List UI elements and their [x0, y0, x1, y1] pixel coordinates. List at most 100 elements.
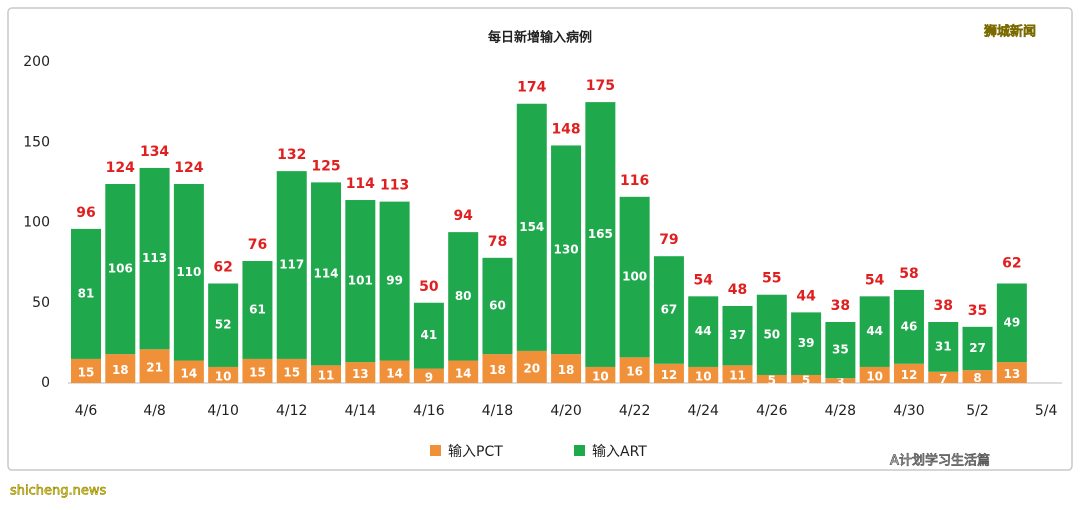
segment-label: 80 [455, 289, 472, 303]
x-tick-label: 4/16 [413, 403, 445, 419]
bar-segment [619, 196, 650, 358]
bar-segment [962, 326, 993, 371]
bar-segment [859, 296, 890, 367]
total-label: 116 [620, 173, 649, 189]
bar-segment [173, 360, 204, 383]
segment-label: 44 [866, 324, 883, 338]
segment-label: 7 [939, 372, 947, 386]
bar-segment [71, 358, 101, 383]
bar-segment [928, 322, 959, 372]
bar-segment [242, 358, 273, 383]
bar-segment [139, 167, 170, 350]
segment-label: 16 [626, 365, 643, 379]
total-label: 76 [248, 237, 267, 253]
bar-segment [71, 228, 101, 359]
y-tick-label: 150 [23, 134, 50, 150]
x-tick-label: 4/18 [482, 403, 513, 419]
segment-label: 41 [421, 328, 438, 342]
segment-label: 67 [661, 302, 678, 316]
total-label: 94 [453, 208, 473, 224]
bar-segment [379, 201, 410, 361]
total-label: 35 [968, 303, 987, 319]
bar-segment [379, 360, 410, 383]
bar-segment [893, 363, 924, 383]
segment-label: 31 [935, 339, 952, 353]
bar-segment [722, 365, 753, 383]
segment-label: 154 [519, 220, 544, 234]
watermark: shicheng.news [10, 484, 107, 499]
bar-segment [105, 354, 136, 383]
segment-label: 11 [318, 369, 335, 383]
total-label: 134 [140, 144, 169, 160]
segment-label: 20 [523, 361, 540, 375]
segment-label: 15 [283, 365, 300, 379]
segment-label: 81 [78, 286, 95, 300]
total-label: 132 [277, 147, 306, 163]
segment-label: 44 [695, 324, 712, 338]
segment-label: 5 [768, 373, 776, 387]
bar-segment [311, 365, 342, 383]
total-label: 113 [380, 178, 409, 194]
bar-segment [413, 302, 444, 369]
bar-segment [585, 366, 616, 383]
bar-segment [791, 374, 822, 383]
bar-segment [893, 289, 924, 364]
y-tick-label: 0 [41, 375, 50, 391]
segment-label: 10 [866, 369, 883, 383]
bar-segment [688, 296, 719, 367]
x-tick-label: 4/22 [619, 403, 650, 419]
segment-label: 39 [798, 336, 815, 350]
total-label: 54 [693, 272, 713, 288]
total-label: 55 [762, 271, 781, 287]
total-label: 174 [517, 80, 546, 96]
bar-segment [653, 363, 684, 383]
x-tick-label: 4/8 [143, 403, 166, 419]
total-label: 114 [346, 176, 375, 192]
segment-label: 52 [215, 318, 232, 332]
bar-segment [448, 360, 479, 383]
total-label: 96 [76, 205, 95, 221]
x-tick-label: 4/14 [345, 403, 377, 419]
segment-label: 11 [729, 369, 746, 383]
total-label: 79 [659, 232, 678, 248]
total-label: 125 [311, 158, 340, 174]
segment-label: 13 [352, 367, 369, 381]
total-label: 58 [899, 266, 918, 282]
segment-label: 46 [901, 319, 918, 333]
bar-segment [448, 232, 479, 361]
x-tick-label: 4/20 [550, 403, 581, 419]
total-label: 62 [213, 259, 232, 275]
watermark: 狮城新闻 [983, 24, 1036, 40]
bar-segment [139, 349, 170, 383]
bar-segment [928, 371, 959, 383]
segment-label: 117 [279, 258, 304, 272]
segment-label: 12 [901, 368, 918, 382]
bar-segment [756, 294, 787, 375]
x-tick-label: 5/2 [966, 403, 989, 419]
bar-segment [482, 257, 513, 355]
segment-label: 18 [489, 363, 506, 377]
segment-label: 12 [661, 368, 678, 382]
x-tick-label: 4/10 [207, 403, 238, 419]
x-tick-label: 4/28 [825, 403, 856, 419]
legend-label: 输入ART [592, 444, 647, 460]
segment-label: 49 [1003, 315, 1020, 329]
segment-label: 10 [592, 369, 609, 383]
bar-segment [688, 366, 719, 383]
bar-segment [551, 354, 582, 383]
segment-label: 114 [313, 266, 338, 280]
bar-segment [276, 358, 307, 383]
segment-label: 14 [455, 366, 472, 380]
total-label: 175 [586, 78, 615, 94]
x-tick-label: 5/4 [1035, 403, 1058, 419]
total-label: 50 [419, 279, 439, 295]
bar-segment [996, 362, 1027, 383]
segment-label: 60 [489, 298, 506, 312]
segment-label: 110 [176, 265, 201, 279]
x-tick-label: 4/26 [756, 403, 788, 419]
segment-label: 130 [554, 242, 579, 256]
x-tick-label: 4/6 [75, 403, 98, 419]
segment-label: 61 [249, 302, 266, 316]
x-tick-label: 4/24 [687, 403, 719, 419]
bar-segment [208, 366, 239, 383]
